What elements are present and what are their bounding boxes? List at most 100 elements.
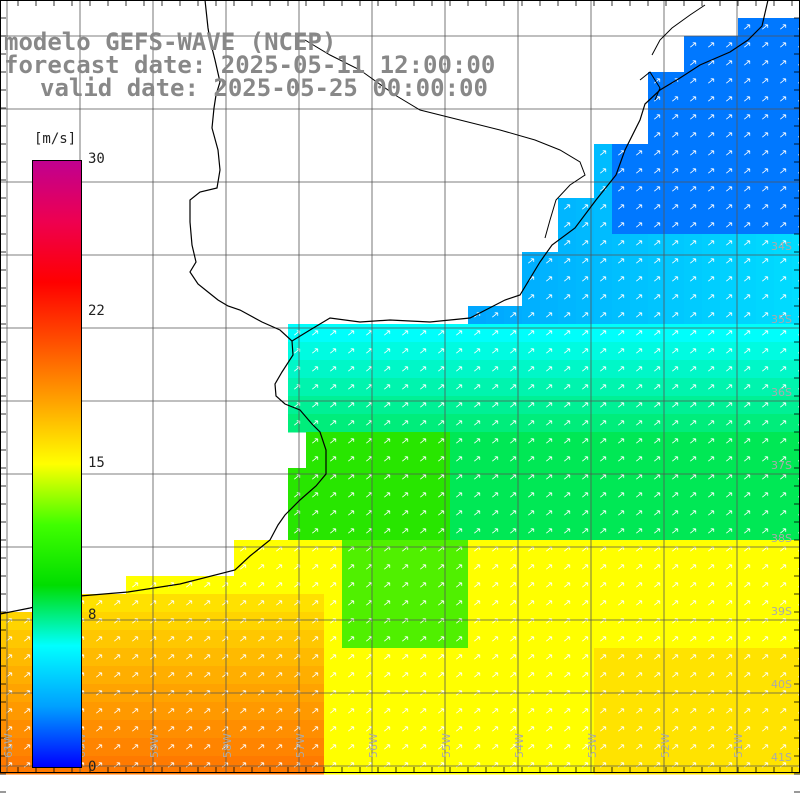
wind-arrow [636,186,643,192]
wind-arrow [636,384,643,390]
wind-arrow [600,636,607,642]
wind-cell [792,720,800,739]
wind-arrow [708,384,715,390]
wind-arrow [672,582,679,588]
wind-arrow [258,654,265,660]
wind-arrow [618,654,625,660]
wind-arrow [690,762,697,768]
wind-arrow [204,654,211,660]
wind-arrow [456,726,463,732]
wind-arrow [474,726,481,732]
wind-arrow [456,654,463,660]
wind-arrow [186,672,193,678]
wind-arrow [582,312,589,318]
wind-arrow [708,510,715,516]
wind-arrow [348,528,355,534]
wind-arrow [564,582,571,588]
wind-arrow [114,726,121,732]
wind-arrow [744,330,751,336]
wind-arrow [726,726,733,732]
wind-arrow [204,726,211,732]
wind-cell [792,558,800,577]
wind-arrow [618,204,625,210]
wind-arrow [330,420,337,426]
wind-arrow [654,492,661,498]
wind-arrow [690,600,697,606]
wind-arrow [726,474,733,480]
wind-arrow [726,330,733,336]
wind-arrow [600,726,607,732]
wind-arrow [708,726,715,732]
wind-arrow [618,492,625,498]
colorbar [32,160,82,768]
wind-arrow [708,258,715,264]
wind-arrow [744,420,751,426]
wind-cell [792,126,800,145]
wind-arrow [564,510,571,516]
wind-arrow [780,366,787,372]
wind-arrow [240,762,247,768]
wind-arrow [312,402,319,408]
wind-arrow [528,762,535,768]
wind-arrow [582,438,589,444]
wind-cell [792,594,800,613]
wind-arrow [726,312,733,318]
wind-arrow [330,744,337,750]
wind-arrow [402,348,409,354]
wind-arrow [636,636,643,642]
wind-arrow [672,294,679,300]
wind-arrow [582,294,589,300]
wind-arrow [600,168,607,174]
wind-cell [792,630,800,649]
wind-arrow [420,600,427,606]
wind-arrow [654,384,661,390]
wind-arrow [564,240,571,246]
wind-arrow [510,330,517,336]
wind-arrow [492,744,499,750]
wind-cell [792,450,800,469]
wind-arrow [582,528,589,534]
wind-arrow [726,420,733,426]
wind-arrow [618,438,625,444]
wind-arrow [654,366,661,372]
wind-arrow [546,636,553,642]
wind-arrow [312,348,319,354]
wind-arrow [618,672,625,678]
wind-arrow [636,366,643,372]
wind-arrow [582,222,589,228]
wind-arrow [276,762,283,768]
wind-arrow [618,582,625,588]
wind-arrow [402,726,409,732]
wind-arrow [492,582,499,588]
wind-cell [792,18,800,37]
wind-arrow [582,708,589,714]
wind-arrow [636,294,643,300]
wind-arrow [780,276,787,282]
wind-arrow [726,186,733,192]
wind-arrow [672,708,679,714]
wind-arrow [654,600,661,606]
wind-arrow [780,204,787,210]
wind-arrow [312,672,319,678]
wind-arrow [456,600,463,606]
wind-arrow [762,276,769,282]
wind-arrow [654,726,661,732]
wind-arrow [258,726,265,732]
wind-arrow [690,204,697,210]
wind-arrow [168,636,175,642]
wind-arrow [240,672,247,678]
wind-arrow [708,348,715,354]
wind-arrow [690,114,697,120]
wind-arrow [546,726,553,732]
wind-arrow [726,114,733,120]
wind-arrow [744,492,751,498]
wind-arrow [690,348,697,354]
wind-arrow [708,474,715,480]
wind-arrow [744,78,751,84]
wind-arrow [384,348,391,354]
wind-arrow [510,456,517,462]
wind-arrow [780,78,787,84]
wind-arrow [672,402,679,408]
wind-arrow [420,636,427,642]
wind-arrow [312,528,319,534]
